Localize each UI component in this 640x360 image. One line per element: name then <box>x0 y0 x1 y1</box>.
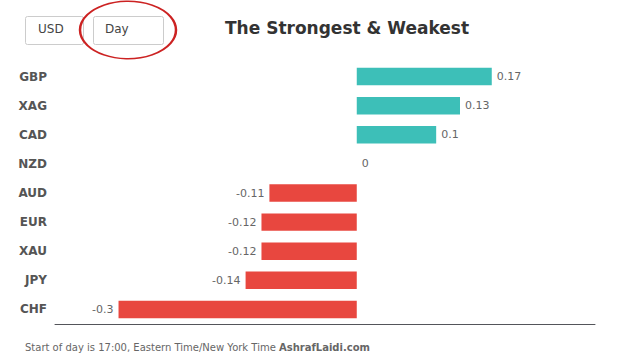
svg-text:AshrafLaidi.com: AshrafLaidi.com <box>279 342 370 353</box>
svg-text:0.13: 0.13 <box>465 99 490 112</box>
svg-text:CAD: CAD <box>19 128 47 142</box>
svg-text:GBP: GBP <box>19 70 47 84</box>
svg-text:Start of day is 17:00, Eastern: Start of day is 17:00, Eastern Time/New … <box>25 342 279 353</box>
svg-text:XAU: XAU <box>19 244 47 258</box>
svg-text:-0.11: -0.11 <box>236 187 264 200</box>
svg-text:NZD: NZD <box>18 157 47 171</box>
svg-text:0: 0 <box>362 157 369 170</box>
svg-text:USD: USD <box>38 22 64 36</box>
svg-text:0.17: 0.17 <box>497 70 522 83</box>
svg-text:XAG: XAG <box>19 99 47 113</box>
svg-text:-0.3: -0.3 <box>92 303 113 316</box>
svg-text:Day: Day <box>105 22 129 36</box>
svg-text:-0.14: -0.14 <box>212 274 240 287</box>
svg-text:0.1: 0.1 <box>441 128 459 141</box>
svg-text:-0.12: -0.12 <box>228 245 256 258</box>
svg-text:-0.12: -0.12 <box>228 216 256 229</box>
svg-text:JPY: JPY <box>24 273 47 287</box>
svg-text:AUD: AUD <box>18 186 47 200</box>
svg-text:EUR: EUR <box>20 215 47 229</box>
svg-text:CHF: CHF <box>20 302 47 316</box>
svg-text:The Strongest & Weakest: The Strongest & Weakest <box>225 18 469 38</box>
